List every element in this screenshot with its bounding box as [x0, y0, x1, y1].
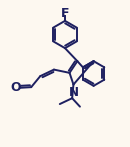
Text: F: F: [61, 7, 69, 20]
Text: O: O: [11, 81, 21, 94]
Text: N: N: [69, 86, 79, 99]
